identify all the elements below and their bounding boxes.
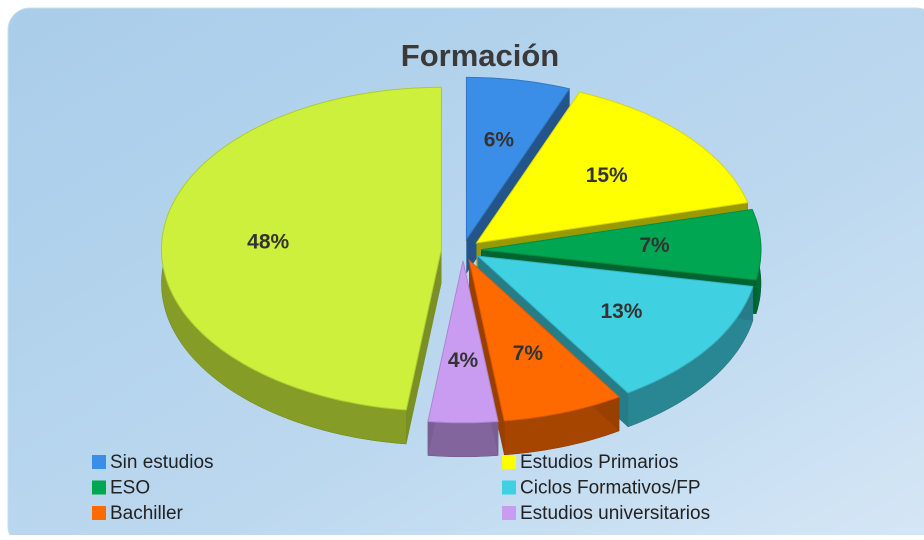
data-label: 7% <box>639 234 670 257</box>
slice <box>468 258 621 422</box>
pie-tops <box>161 76 762 424</box>
data-label: 4% <box>448 349 479 372</box>
legend-swatch <box>502 506 516 520</box>
slice <box>476 255 754 394</box>
legend-label: ESO <box>110 478 150 499</box>
slice <box>465 76 571 242</box>
data-labels: 6% 15% 7% 13% 7% 4% 48% <box>247 128 670 372</box>
data-label: 48% <box>247 231 289 254</box>
legend-swatch <box>92 506 106 520</box>
chart-title: Formación <box>401 38 559 73</box>
slice <box>480 208 762 281</box>
slice <box>427 260 499 424</box>
legend-swatch <box>502 480 516 495</box>
slice <box>161 86 442 411</box>
data-label: 6% <box>484 128 515 151</box>
slice <box>475 91 749 244</box>
legend-label: Estudios Primarios <box>520 452 678 473</box>
legend-label: Ciclos Formativos/FP <box>520 478 701 499</box>
slice-radial-wall <box>469 260 505 455</box>
slice-radial-wall <box>406 249 442 444</box>
data-label: 13% <box>600 300 642 323</box>
data-label: 15% <box>586 164 628 187</box>
legend-swatch <box>92 455 106 469</box>
legend-label: Estudios universitarios <box>520 503 710 524</box>
slice-outer-wall <box>427 421 499 458</box>
data-label: 7% <box>513 342 544 365</box>
legend: Sin estudios Estudios Primarios ESO Ciclos … <box>92 452 710 524</box>
legend-label: Bachiller <box>110 503 184 524</box>
legend-swatch <box>92 480 106 495</box>
legend-label: Sin estudios <box>110 452 214 473</box>
legend-swatch <box>502 455 516 469</box>
